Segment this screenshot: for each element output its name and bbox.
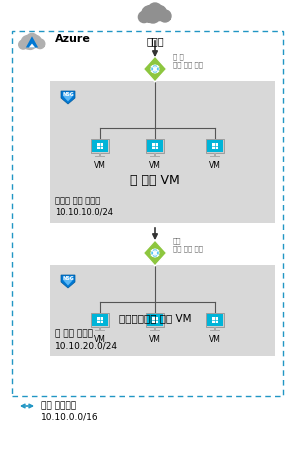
FancyBboxPatch shape <box>147 314 163 326</box>
FancyBboxPatch shape <box>207 140 223 152</box>
Circle shape <box>25 38 36 50</box>
Polygon shape <box>29 44 35 47</box>
Circle shape <box>138 11 150 23</box>
Text: 프런트 엔드 서브넷: 프런트 엔드 서브넷 <box>55 197 100 206</box>
FancyBboxPatch shape <box>139 16 171 20</box>
Text: VM: VM <box>149 335 161 344</box>
FancyBboxPatch shape <box>154 153 156 156</box>
Text: 데이터베이스 서버 VM: 데이터베이스 서버 VM <box>119 313 191 323</box>
Text: VM: VM <box>149 161 161 170</box>
FancyBboxPatch shape <box>91 313 109 327</box>
Polygon shape <box>61 275 75 288</box>
Polygon shape <box>26 36 38 47</box>
FancyBboxPatch shape <box>19 43 45 47</box>
FancyBboxPatch shape <box>152 143 158 149</box>
FancyBboxPatch shape <box>50 81 275 223</box>
Polygon shape <box>61 91 75 104</box>
Circle shape <box>19 40 28 49</box>
FancyBboxPatch shape <box>150 330 159 331</box>
Text: 10.10.20.0/24: 10.10.20.0/24 <box>55 341 118 350</box>
FancyBboxPatch shape <box>91 139 109 153</box>
Text: NSG: NSG <box>62 92 74 97</box>
FancyBboxPatch shape <box>154 327 156 330</box>
Polygon shape <box>63 93 72 101</box>
Circle shape <box>151 249 159 257</box>
FancyBboxPatch shape <box>210 156 220 157</box>
FancyBboxPatch shape <box>206 313 224 327</box>
FancyBboxPatch shape <box>50 265 275 356</box>
Circle shape <box>159 10 171 22</box>
FancyBboxPatch shape <box>97 143 103 149</box>
Text: 10.10.10.0/24: 10.10.10.0/24 <box>55 207 113 216</box>
Text: 인터넷: 인터넷 <box>146 36 164 46</box>
Text: 내부
부하 분산 장치: 내부 부하 분산 장치 <box>173 238 203 253</box>
FancyBboxPatch shape <box>95 156 105 157</box>
FancyBboxPatch shape <box>97 317 103 323</box>
Circle shape <box>151 65 159 73</box>
Polygon shape <box>143 56 167 82</box>
Text: 가상 네트워크: 가상 네트워크 <box>41 401 76 410</box>
Circle shape <box>27 33 38 45</box>
FancyBboxPatch shape <box>99 327 101 330</box>
Text: 웹 서버 VM: 웹 서버 VM <box>130 175 180 188</box>
Text: VM: VM <box>94 161 106 170</box>
FancyBboxPatch shape <box>95 330 105 331</box>
FancyBboxPatch shape <box>150 156 159 157</box>
Circle shape <box>148 3 162 17</box>
FancyBboxPatch shape <box>214 327 216 330</box>
Text: 백 엔드 서브넷: 백 엔드 서브넷 <box>55 330 93 339</box>
FancyBboxPatch shape <box>212 143 218 149</box>
FancyBboxPatch shape <box>92 140 108 152</box>
Text: 10.10.0.0/16: 10.10.0.0/16 <box>41 413 99 422</box>
Text: VM: VM <box>94 335 106 344</box>
FancyBboxPatch shape <box>207 314 223 326</box>
Circle shape <box>35 39 45 49</box>
Text: VM: VM <box>209 161 221 170</box>
FancyBboxPatch shape <box>147 140 163 152</box>
FancyBboxPatch shape <box>152 317 158 323</box>
FancyBboxPatch shape <box>210 330 220 331</box>
FancyBboxPatch shape <box>146 139 164 153</box>
Text: 고 용
부하 분산 장치: 고 용 부하 분산 장치 <box>173 54 203 69</box>
FancyBboxPatch shape <box>99 153 101 156</box>
FancyBboxPatch shape <box>206 139 224 153</box>
Text: VM: VM <box>209 335 221 344</box>
FancyBboxPatch shape <box>146 313 164 327</box>
Circle shape <box>146 9 160 23</box>
Circle shape <box>151 5 167 21</box>
Circle shape <box>142 5 159 23</box>
FancyBboxPatch shape <box>212 317 218 323</box>
Polygon shape <box>143 240 167 266</box>
FancyBboxPatch shape <box>92 314 108 326</box>
FancyBboxPatch shape <box>214 153 216 156</box>
Circle shape <box>21 36 35 49</box>
Text: Azure: Azure <box>55 34 91 44</box>
Circle shape <box>29 35 41 47</box>
Text: NSG: NSG <box>62 276 74 281</box>
Polygon shape <box>63 277 72 285</box>
